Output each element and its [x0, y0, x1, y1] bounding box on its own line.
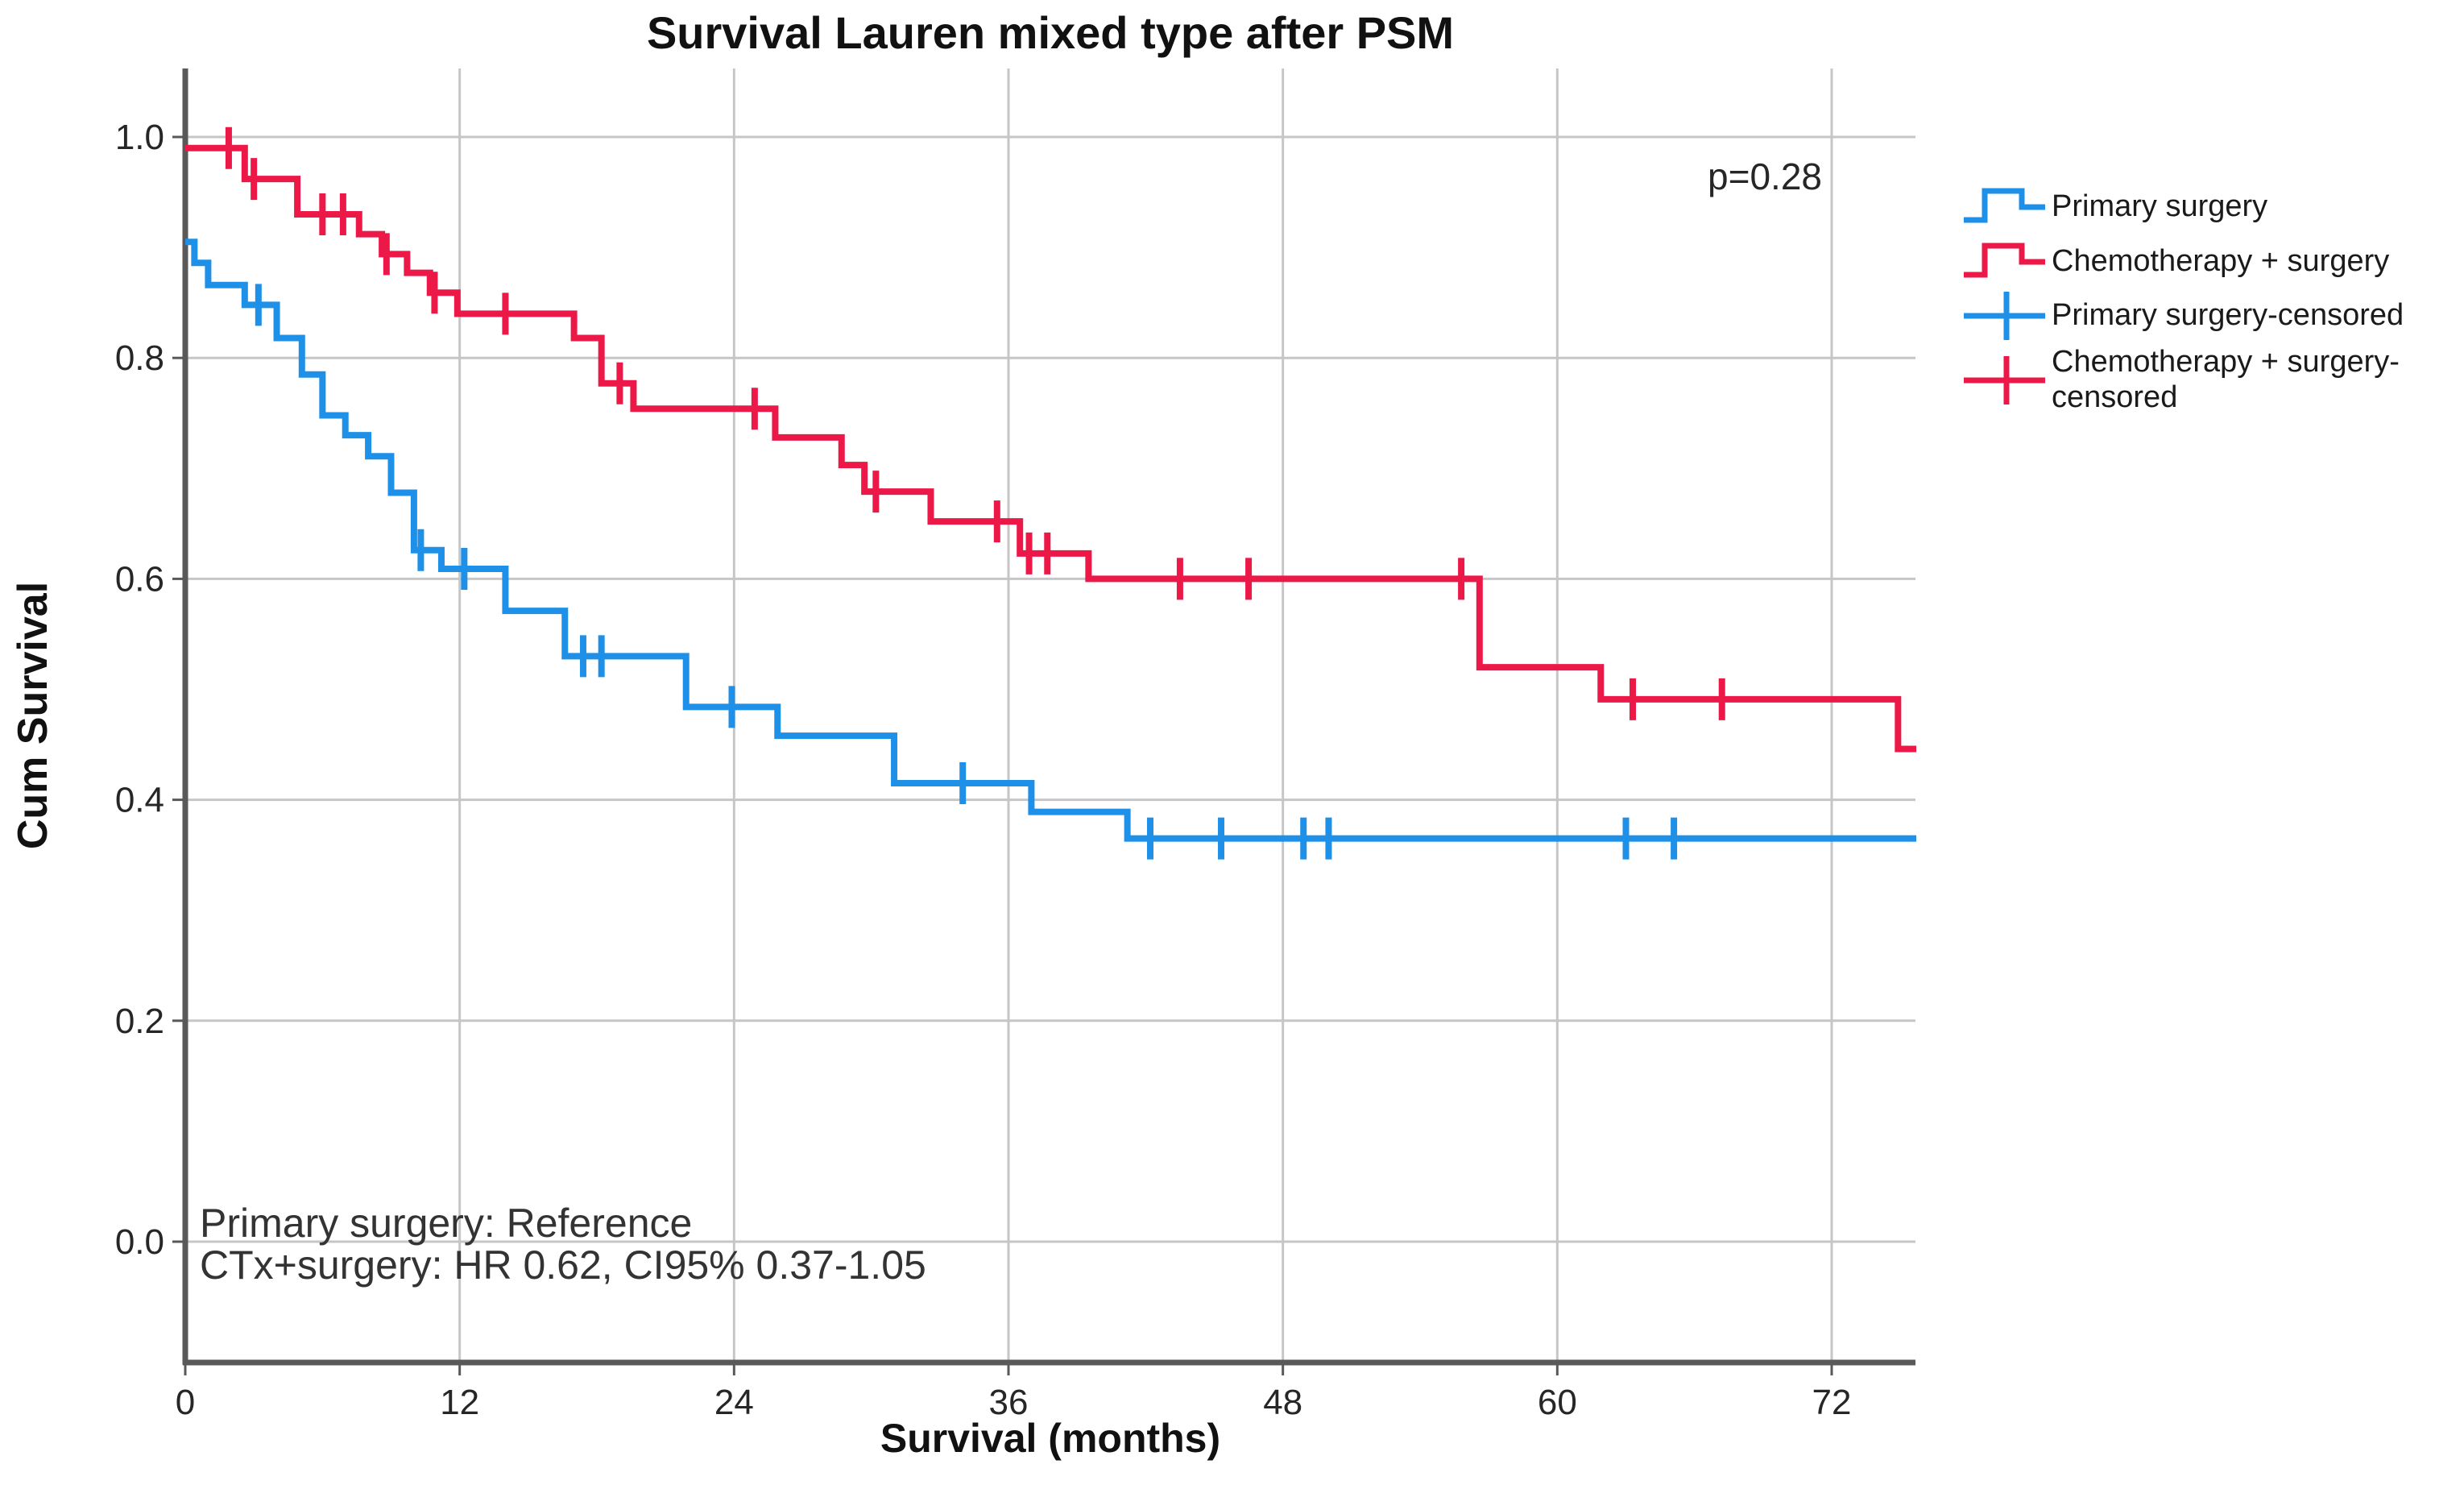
- x-tick-label: 24: [714, 1383, 754, 1422]
- x-tick-label: 48: [1263, 1383, 1302, 1422]
- legend-label: Primary surgery-censored: [2052, 298, 2404, 333]
- censored-plus-icon: [1964, 355, 2045, 404]
- y-tick-label: 0.0: [115, 1222, 164, 1262]
- step-line-icon: [1964, 243, 2045, 278]
- step-line-icon: [1964, 188, 2045, 223]
- hr-annotation-line2: CTx+surgery: HR 0.62, CI95% 0.37-1.05: [200, 1242, 926, 1288]
- legend-label: Primary surgery: [2052, 189, 2268, 224]
- x-tick-label: 60: [1538, 1383, 1577, 1422]
- x-tick-label: 72: [1812, 1383, 1852, 1422]
- survival-curve: [185, 144, 1917, 753]
- legend-label: Chemotherapy + surgery-censored: [2052, 345, 2400, 414]
- legend-label: Chemotherapy + surgery: [2052, 244, 2390, 279]
- x-tick-label: 0: [176, 1383, 195, 1422]
- x-tick-label: 12: [440, 1383, 479, 1422]
- x-tick-label: 36: [989, 1383, 1029, 1422]
- hr-annotation: Primary surgery: Reference CTx+surgery: …: [200, 1202, 926, 1286]
- chart-title: Survival Lauren mixed type after PSM: [646, 7, 1455, 58]
- legend-entry-primary-surgery-censored: Primary surgery-censored: [1962, 287, 2404, 345]
- x-axis-title: Survival (months): [880, 1416, 1221, 1461]
- hr-annotation-line1: Primary surgery: Reference: [200, 1201, 693, 1246]
- y-tick-label: 0.8: [115, 338, 164, 378]
- legend-entry-primary-surgery: Primary surgery: [1962, 178, 2267, 236]
- legend-entry-chemo-surgery: Chemotherapy + surgery: [1962, 233, 2389, 291]
- y-axis-title: Cum Survival: [10, 582, 56, 849]
- p-value-label: p=0.28: [1708, 156, 1822, 197]
- y-tick-label: 0.4: [115, 781, 164, 820]
- y-tick-label: 1.0: [115, 118, 164, 157]
- censored-plus-icon: [1964, 292, 2045, 340]
- legend-entry-chemo-surgery-censored: Chemotherapy + surgery-censored: [1962, 345, 2454, 415]
- survival-curve: [185, 239, 1917, 842]
- y-tick-label: 0.6: [115, 559, 164, 599]
- y-tick-label: 0.2: [115, 1002, 164, 1041]
